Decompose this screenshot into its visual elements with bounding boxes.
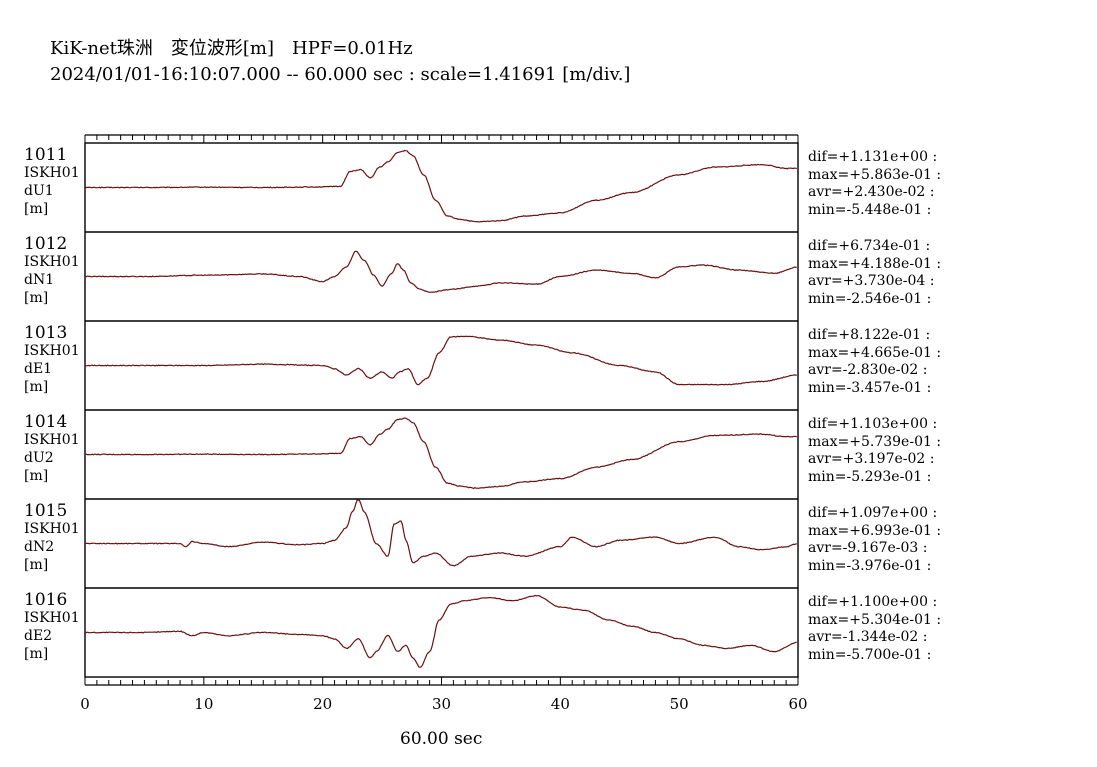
x-tick-label: 0 bbox=[80, 695, 90, 713]
stats-block-1013: dif=+8.122e-01 : max=+4.665e-01 : avr=-2.8… bbox=[808, 327, 941, 397]
stats-block-1011: dif=+1.131e+00 : max=+5.863e-01 : avr=+2.4… bbox=[808, 149, 941, 219]
station-code: ISKH01 bbox=[24, 610, 80, 626]
component-code: dN1 bbox=[24, 272, 55, 288]
unit-label: [m] bbox=[24, 379, 49, 395]
channel-label-1011: 1011 ISKH01 dU1 [m] bbox=[24, 146, 80, 218]
station-code: ISKH01 bbox=[24, 521, 80, 537]
stat-dif: dif=+1.131e+00 : bbox=[808, 149, 938, 165]
waveform-trace-1013 bbox=[84, 335, 797, 386]
unit-label: [m] bbox=[24, 201, 49, 217]
unit-label: [m] bbox=[24, 557, 49, 573]
stats-block-1014: dif=+1.103e+00 : max=+5.739e-01 : avr=+3.1… bbox=[808, 416, 941, 486]
stat-min: min=-5.293e-01 : bbox=[808, 468, 932, 485]
channel-label-1015: 1015 ISKH01 dN2 [m] bbox=[24, 502, 80, 574]
stat-dif: dif=+6.734e-01 : bbox=[808, 238, 931, 254]
stats-block-1012: dif=+6.734e-01 : max=+4.188e-01 : avr=+3.7… bbox=[808, 238, 941, 308]
stat-max: max=+4.188e-01 : bbox=[808, 255, 942, 272]
stat-min: min=-3.457e-01 : bbox=[808, 379, 932, 396]
stat-max: max=+4.665e-01 : bbox=[808, 344, 942, 361]
stat-avr: avr=-1.344e-02 : bbox=[808, 629, 928, 646]
station-code: ISKH01 bbox=[24, 343, 80, 359]
x-tick-label: 10 bbox=[194, 695, 213, 713]
stats-block-1016: dif=+1.100e+00 : max=+5.304e-01 : avr=-1.3… bbox=[808, 594, 941, 664]
channel-id: 1011 bbox=[24, 145, 68, 165]
unit-label: [m] bbox=[24, 468, 49, 484]
stat-dif: dif=+1.103e+00 : bbox=[808, 416, 938, 432]
stat-avr: avr=-2.830e-02 : bbox=[808, 362, 928, 379]
unit-label: [m] bbox=[24, 290, 49, 306]
x-tick-label: 60 bbox=[788, 695, 807, 713]
waveform-trace-1012 bbox=[84, 250, 797, 293]
unit-label: [m] bbox=[24, 646, 49, 662]
stat-min: min=-3.976e-01 : bbox=[808, 557, 932, 574]
component-code: dE2 bbox=[24, 628, 53, 644]
channel-label-1016: 1016 ISKH01 dE2 [m] bbox=[24, 591, 80, 663]
stat-min: min=-5.700e-01 : bbox=[808, 646, 932, 663]
waveform-trace-1011 bbox=[84, 149, 797, 223]
x-tick-label: 50 bbox=[670, 695, 689, 713]
chart-title: KiK-net珠洲 変位波形[m] HPF=0.01Hz bbox=[50, 38, 413, 59]
stat-avr: avr=-9.167e-03 : bbox=[808, 540, 928, 557]
channel-id: 1014 bbox=[24, 412, 68, 432]
station-code: ISKH01 bbox=[24, 432, 80, 448]
channel-id: 1016 bbox=[24, 590, 68, 610]
component-code: dU2 bbox=[24, 450, 54, 466]
station-code: ISKH01 bbox=[24, 165, 80, 181]
x-tick-label: 40 bbox=[551, 695, 570, 713]
stats-block-1015: dif=+1.097e+00 : max=+6.993e-01 : avr=-9.1… bbox=[808, 505, 941, 575]
stat-dif: dif=+1.097e+00 : bbox=[808, 505, 938, 521]
stat-avr: avr=+2.430e-02 : bbox=[808, 184, 935, 201]
x-axis-caption: 60.00 sec bbox=[400, 729, 483, 749]
stat-min: min=-2.546e-01 : bbox=[808, 290, 932, 307]
component-code: dE1 bbox=[24, 361, 53, 377]
channel-label-1012: 1012 ISKH01 dN1 [m] bbox=[24, 235, 80, 307]
stat-max: max=+5.863e-01 : bbox=[808, 166, 942, 183]
channel-label-1013: 1013 ISKH01 dE1 [m] bbox=[24, 324, 80, 396]
channel-id: 1012 bbox=[24, 234, 68, 254]
stat-max: max=+5.304e-01 : bbox=[808, 611, 942, 628]
stat-dif: dif=+1.100e+00 : bbox=[808, 594, 938, 610]
waveform-trace-1016 bbox=[84, 594, 797, 668]
stat-dif: dif=+8.122e-01 : bbox=[808, 327, 931, 343]
waveform-trace-1015 bbox=[84, 499, 797, 567]
component-code: dN2 bbox=[24, 539, 55, 555]
stat-avr: avr=+3.197e-02 : bbox=[808, 451, 935, 468]
waveform-trace-1014 bbox=[84, 417, 797, 490]
x-tick-label: 30 bbox=[432, 695, 451, 713]
channel-label-1014: 1014 ISKH01 dU2 [m] bbox=[24, 413, 80, 485]
channel-id: 1013 bbox=[24, 323, 68, 343]
x-tick-label: 20 bbox=[313, 695, 332, 713]
stat-avr: avr=+3.730e-04 : bbox=[808, 273, 935, 290]
component-code: dU1 bbox=[24, 183, 54, 199]
stat-min: min=-5.448e-01 : bbox=[808, 201, 932, 218]
station-code: ISKH01 bbox=[24, 254, 80, 270]
stat-max: max=+6.993e-01 : bbox=[808, 522, 942, 539]
stat-max: max=+5.739e-01 : bbox=[808, 433, 942, 450]
chart-subtitle: 2024/01/01-16:10:07.000 -- 60.000 sec : … bbox=[50, 64, 631, 85]
channel-id: 1015 bbox=[24, 501, 68, 521]
